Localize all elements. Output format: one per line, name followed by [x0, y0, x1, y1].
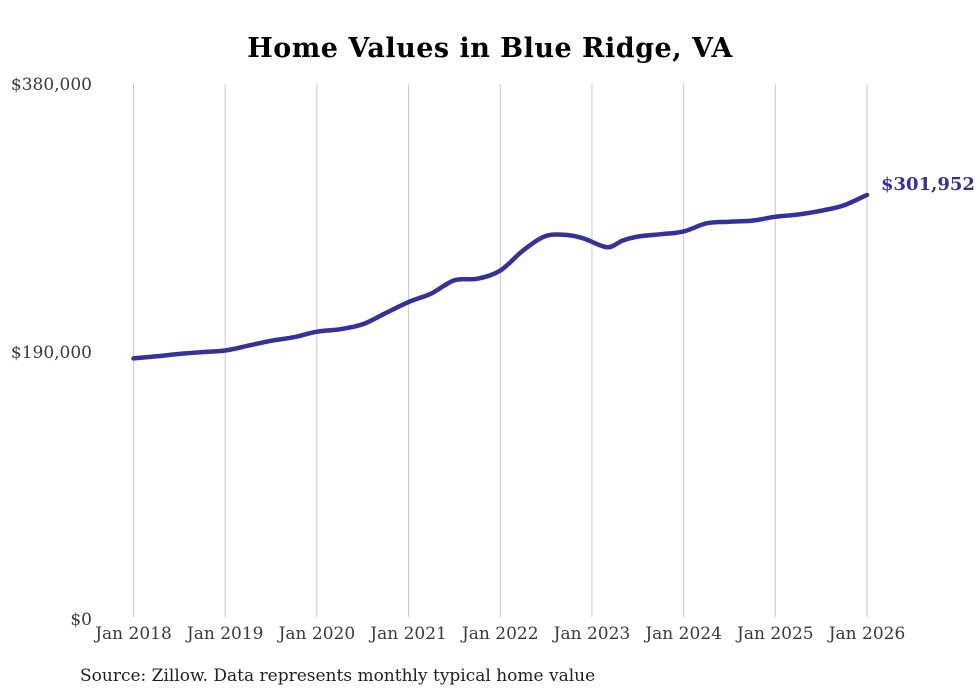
x-tick-label: Jan 2018	[95, 624, 172, 644]
home-value-line	[131, 192, 870, 361]
y-tick-label: $0	[70, 610, 92, 630]
x-tick-label: Jan 2024	[645, 624, 722, 644]
y-tick-label: $380,000	[10, 75, 92, 95]
x-tick-label: Jan 2022	[461, 624, 539, 644]
x-tick-label: Jan 2025	[737, 624, 814, 644]
x-tick-label: Jan 2021	[370, 624, 447, 644]
x-tick-label: Jan 2019	[186, 624, 264, 644]
chart-title: Home Values in Blue Ridge, VA	[247, 33, 733, 64]
x-tick-label: Jan 2023	[553, 624, 631, 644]
current-value-label: $301,952	[881, 173, 975, 195]
source-note: Source: Zillow. Data represents monthly …	[80, 666, 596, 686]
x-tick-label: Jan 2026	[828, 624, 906, 644]
x-tick-label: Jan 2020	[278, 624, 356, 644]
y-tick-label: $190,000	[10, 342, 92, 363]
